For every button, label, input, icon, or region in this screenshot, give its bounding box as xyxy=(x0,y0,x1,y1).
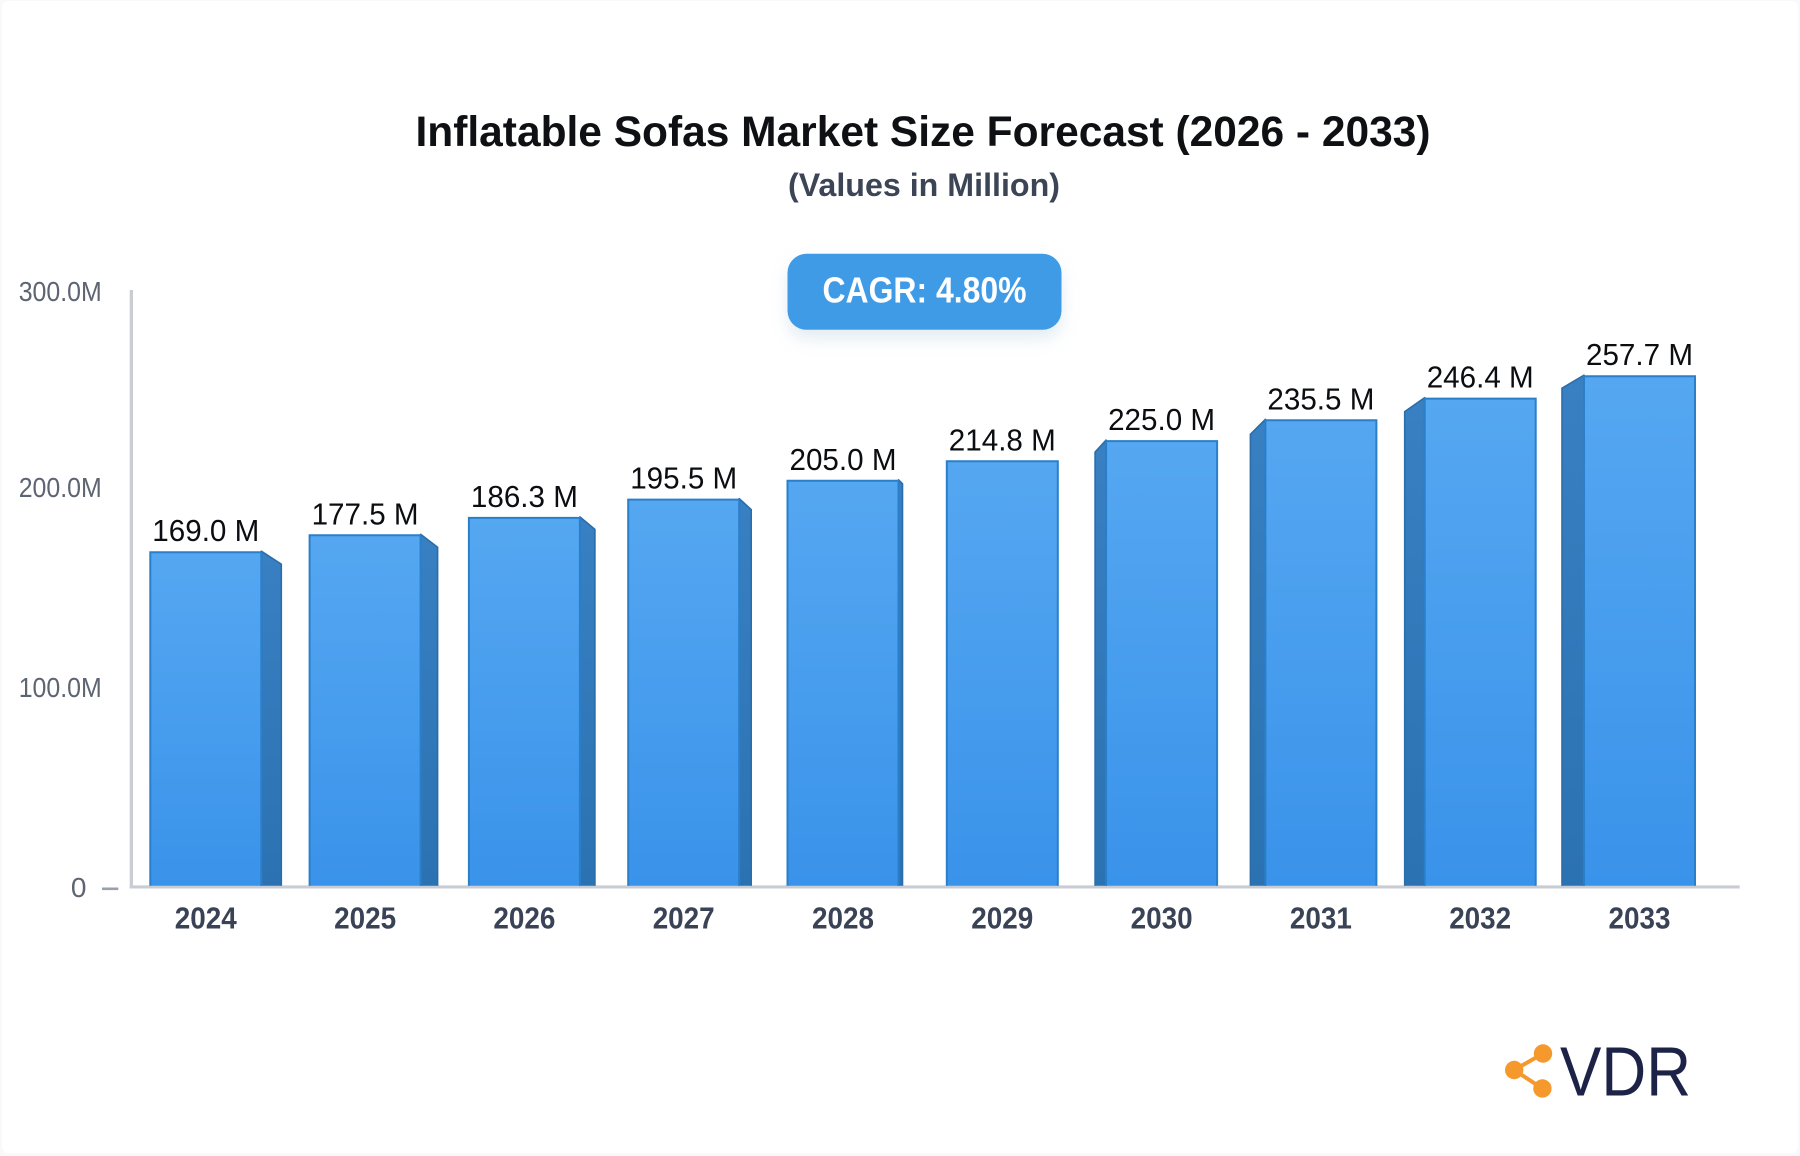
svg-text:257.7 M: 257.7 M xyxy=(1586,338,1693,372)
svg-text:2032: 2032 xyxy=(1449,900,1511,935)
svg-text:177.5 M: 177.5 M xyxy=(312,497,419,531)
svg-text:2029: 2029 xyxy=(971,900,1033,935)
svg-text:0: 0 xyxy=(71,872,87,903)
svg-text:VDR: VDR xyxy=(1560,1032,1691,1110)
svg-text:CAGR: 4.80%: CAGR: 4.80% xyxy=(823,270,1027,311)
svg-text:195.5 M: 195.5 M xyxy=(630,462,737,496)
svg-text:2026: 2026 xyxy=(493,900,555,935)
svg-text:2033: 2033 xyxy=(1609,900,1671,935)
svg-text:246.4 M: 246.4 M xyxy=(1427,361,1534,395)
svg-text:2024: 2024 xyxy=(175,900,238,935)
svg-text:214.8 M: 214.8 M xyxy=(949,423,1056,457)
svg-text:2025: 2025 xyxy=(334,900,396,935)
svg-text:2028: 2028 xyxy=(812,900,874,935)
svg-text:186.3 M: 186.3 M xyxy=(471,480,578,514)
svg-text:Inflatable Sofas Market Size F: Inflatable Sofas Market Size Forecast (2… xyxy=(416,109,1431,156)
svg-text:205.0 M: 205.0 M xyxy=(790,443,897,477)
svg-text:200.0M: 200.0M xyxy=(19,472,102,503)
svg-text:235.5 M: 235.5 M xyxy=(1267,382,1374,416)
svg-text:100.0M: 100.0M xyxy=(19,672,102,703)
svg-text:300.0M: 300.0M xyxy=(19,276,102,307)
svg-text:(Values in Million): (Values in Million) xyxy=(788,167,1060,203)
svg-text:225.0 M: 225.0 M xyxy=(1108,403,1215,437)
svg-text:2027: 2027 xyxy=(653,900,715,935)
svg-text:169.0 M: 169.0 M xyxy=(152,514,259,548)
svg-text:2030: 2030 xyxy=(1131,900,1193,935)
svg-text:2031: 2031 xyxy=(1290,900,1352,935)
